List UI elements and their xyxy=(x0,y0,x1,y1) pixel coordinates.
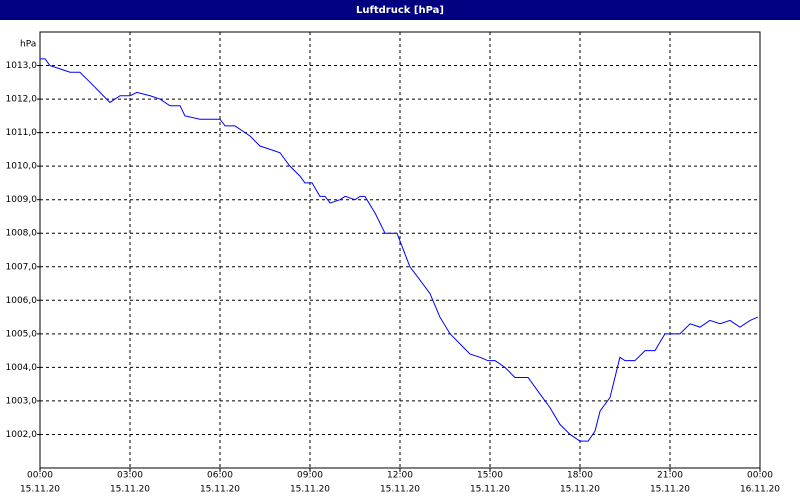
x-tick-label: 12:00 xyxy=(387,471,413,481)
x-tick-date: 15.11.20 xyxy=(470,485,510,495)
x-tick-date: 15.11.20 xyxy=(380,485,420,495)
x-tick-label: 06:00 xyxy=(207,471,233,481)
y-tick-label: 1006,0 xyxy=(6,296,38,306)
x-tick-date: 15.11.20 xyxy=(650,485,690,495)
x-tick-date: 15.11.20 xyxy=(20,485,60,495)
y-tick-label: 1004,0 xyxy=(6,363,38,373)
y-tick-label: 1005,0 xyxy=(6,329,38,339)
chart-title: Luftdruck [hPa] xyxy=(356,5,444,16)
y-tick-label: 1008,0 xyxy=(6,229,38,239)
y-tick-label: 1003,0 xyxy=(6,396,38,406)
y-tick-label: 1007,0 xyxy=(6,262,38,272)
y-tick-label: 1002,0 xyxy=(6,430,38,440)
x-tick-date: 15.11.20 xyxy=(290,485,330,495)
x-tick-date: 15.11.20 xyxy=(560,485,600,495)
x-tick-date: 16.11.20 xyxy=(740,485,780,495)
x-tick-label: 03:00 xyxy=(117,471,143,481)
x-tick-label: 21:00 xyxy=(657,471,683,481)
x-tick-date: 15.11.20 xyxy=(110,485,150,495)
x-tick-label: 18:00 xyxy=(567,471,593,481)
y-tick-label: 1011,0 xyxy=(6,128,38,138)
x-tick-date: 15.11.20 xyxy=(200,485,240,495)
x-tick-label: 09:00 xyxy=(297,471,323,481)
data-line xyxy=(40,58,759,442)
x-tick-label: 00:00 xyxy=(27,471,53,481)
y-tick-label: 1013,0 xyxy=(6,61,38,71)
y-tick-label: 1010,0 xyxy=(6,162,38,172)
y-tick-label: 1009,0 xyxy=(6,195,38,205)
x-tick-label: 00:00 xyxy=(747,471,773,481)
y-axis-label: hPa xyxy=(20,40,36,50)
y-tick-label: 1012,0 xyxy=(6,95,38,105)
title-bar xyxy=(0,0,800,20)
x-tick-label: 15:00 xyxy=(477,471,503,481)
